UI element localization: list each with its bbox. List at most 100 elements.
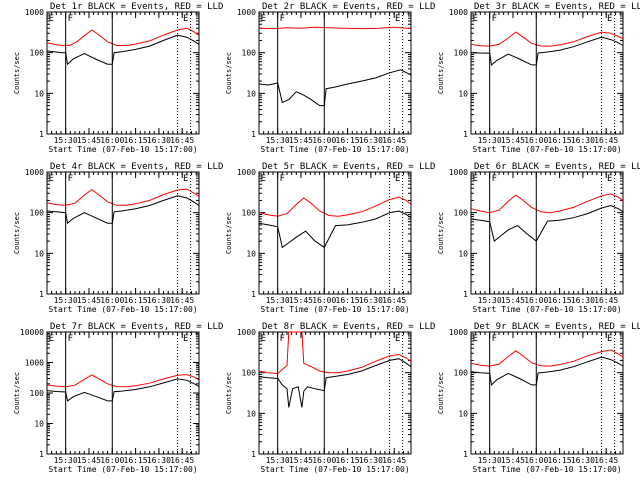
- panel-title-suffix: BLACK = Events, RED = LLD: [83, 322, 224, 332]
- x-axis-label: Start Time (07-Feb-10 15:17:00): [472, 465, 621, 474]
- panel-detector-label: Det 4r: [50, 162, 83, 172]
- x-tick-label: 16:15: [548, 296, 572, 305]
- x-tick-label: 15:30: [54, 136, 78, 145]
- marker-e-label: E: [183, 174, 188, 184]
- panel-detector-label: Det 9r: [474, 322, 507, 332]
- y-tick-label: 10000: [20, 328, 44, 337]
- y-tick-label: 10: [458, 89, 468, 98]
- y-tick-label: 100: [30, 209, 45, 218]
- y-axis-label: Counts/sec: [225, 372, 233, 414]
- marker-e-label: E: [607, 334, 612, 344]
- x-tick-label: 16:15: [336, 296, 360, 305]
- x-tick-label: 15:30: [54, 456, 78, 465]
- panel-title-suffix: BLACK = Events, RED = LLD: [507, 162, 640, 172]
- y-axis-label: Counts/sec: [13, 52, 21, 94]
- series-line-lld: [470, 193, 624, 214]
- y-tick-label: 1000: [25, 359, 44, 368]
- marker-f-label: F: [492, 334, 497, 344]
- plot-frame: [46, 11, 200, 135]
- series-line-events: [470, 36, 624, 66]
- y-axis-label: Counts/sec: [437, 212, 445, 254]
- series-line-events: [258, 69, 412, 107]
- x-tick-label: 16:00: [100, 136, 124, 145]
- y-tick-label: 10: [34, 249, 44, 258]
- panel-title: Det 9r BLACK = Events, RED = LLD: [474, 322, 640, 332]
- x-tick-label: 15:45: [289, 136, 313, 145]
- marker-e-label: E: [261, 174, 266, 184]
- x-tick-label: 16:45: [594, 456, 618, 465]
- x-axis-label: Start Time (07-Feb-10 15:17:00): [472, 305, 621, 314]
- plot-frame: [258, 171, 412, 295]
- y-tick-label: 1: [39, 290, 44, 299]
- series-line-events: [258, 358, 412, 408]
- y-tick-label: 100: [30, 389, 45, 398]
- y-tick-label: 100: [242, 209, 257, 218]
- series-line-lld: [258, 196, 412, 217]
- marker-f-label: F: [280, 174, 285, 184]
- x-tick-label: 16:30: [147, 136, 171, 145]
- x-tick-label: 15:30: [266, 456, 290, 465]
- x-tick-label: 16:45: [382, 456, 406, 465]
- panel-title: Det 8r BLACK = Events, RED = LLD: [262, 322, 435, 332]
- y-tick-label: 100: [454, 49, 469, 58]
- series-line-lld: [470, 31, 624, 47]
- y-tick-label: 10: [458, 409, 468, 418]
- marker-e-label: E: [183, 14, 188, 24]
- marker-e-label: E: [473, 14, 478, 24]
- panel-title: Det 7r BLACK = Events, RED = LLD: [50, 322, 223, 332]
- marker-e-label: E: [473, 174, 478, 184]
- marker-e-label: E: [395, 174, 400, 184]
- x-tick-label: 16:30: [147, 456, 171, 465]
- x-tick-label: 16:00: [524, 136, 548, 145]
- x-tick-label: 16:00: [524, 296, 548, 305]
- x-tick-label: 16:30: [147, 296, 171, 305]
- x-tick-label: 16:30: [359, 136, 383, 145]
- marker-f-label: F: [68, 174, 73, 184]
- y-tick-label: 1: [463, 290, 468, 299]
- panel-det-3r: Det 3r BLACK = Events, RED = LLD 1 10 100 10…: [437, 2, 640, 154]
- panel-detector-label: Det 6r: [474, 162, 507, 172]
- x-tick-label: 15:45: [77, 456, 101, 465]
- marker-e-label: E: [49, 174, 54, 184]
- x-tick-label: 16:15: [124, 136, 148, 145]
- panel-title: Det 1r BLACK = Events, RED = LLD: [50, 2, 223, 12]
- y-axis-label: Counts/sec: [13, 212, 21, 254]
- x-tick-label: 15:30: [478, 456, 502, 465]
- x-axis-label: Start Time (07-Feb-10 15:17:00): [260, 465, 409, 474]
- y-axis-label: Counts/sec: [13, 372, 21, 414]
- x-tick-label: 16:45: [170, 136, 194, 145]
- panel-title: Det 5r BLACK = Events, RED = LLD: [262, 162, 435, 172]
- x-axis-label: Start Time (07-Feb-10 15:17:00): [260, 305, 409, 314]
- plot-frame: [46, 171, 200, 295]
- plot-frame: [470, 331, 624, 455]
- marker-f-label: F: [68, 14, 73, 24]
- y-tick-label: 100: [454, 369, 469, 378]
- marker-e-label: E: [473, 334, 478, 344]
- marker-f-label: F: [492, 174, 497, 184]
- x-tick-label: 16:45: [594, 136, 618, 145]
- y-tick-label: 1000: [237, 328, 256, 337]
- series-line-lld: [258, 26, 412, 30]
- panel-title-suffix: BLACK = Events, RED = LLD: [507, 2, 640, 12]
- marker-e-label: E: [395, 334, 400, 344]
- x-tick-label: 16:00: [100, 296, 124, 305]
- panel-detector-label: Det 3r: [474, 2, 507, 12]
- y-tick-label: 1: [251, 450, 256, 459]
- panel-title-suffix: BLACK = Events, RED = LLD: [83, 162, 224, 172]
- marker-e-label: E: [607, 174, 612, 184]
- x-tick-label: 16:45: [382, 136, 406, 145]
- panel-title-suffix: BLACK = Events, RED = LLD: [507, 322, 640, 332]
- y-tick-label: 1000: [237, 168, 256, 177]
- y-tick-label: 1: [39, 130, 44, 139]
- panel-title: Det 6r BLACK = Events, RED = LLD: [474, 162, 640, 172]
- panel-title: Det 4r BLACK = Events, RED = LLD: [50, 162, 223, 172]
- x-tick-label: 15:45: [501, 296, 525, 305]
- x-tick-label: 16:15: [124, 296, 148, 305]
- panel-detector-label: Det 1r: [50, 2, 83, 12]
- x-tick-label: 15:30: [478, 136, 502, 145]
- panel-title: Det 2r BLACK = Events, RED = LLD: [262, 2, 435, 12]
- x-tick-label: 15:45: [77, 136, 101, 145]
- panel-det-6r: Det 6r BLACK = Events, RED = LLD 1 10 100 10…: [437, 162, 640, 314]
- x-tick-label: 16:15: [124, 456, 148, 465]
